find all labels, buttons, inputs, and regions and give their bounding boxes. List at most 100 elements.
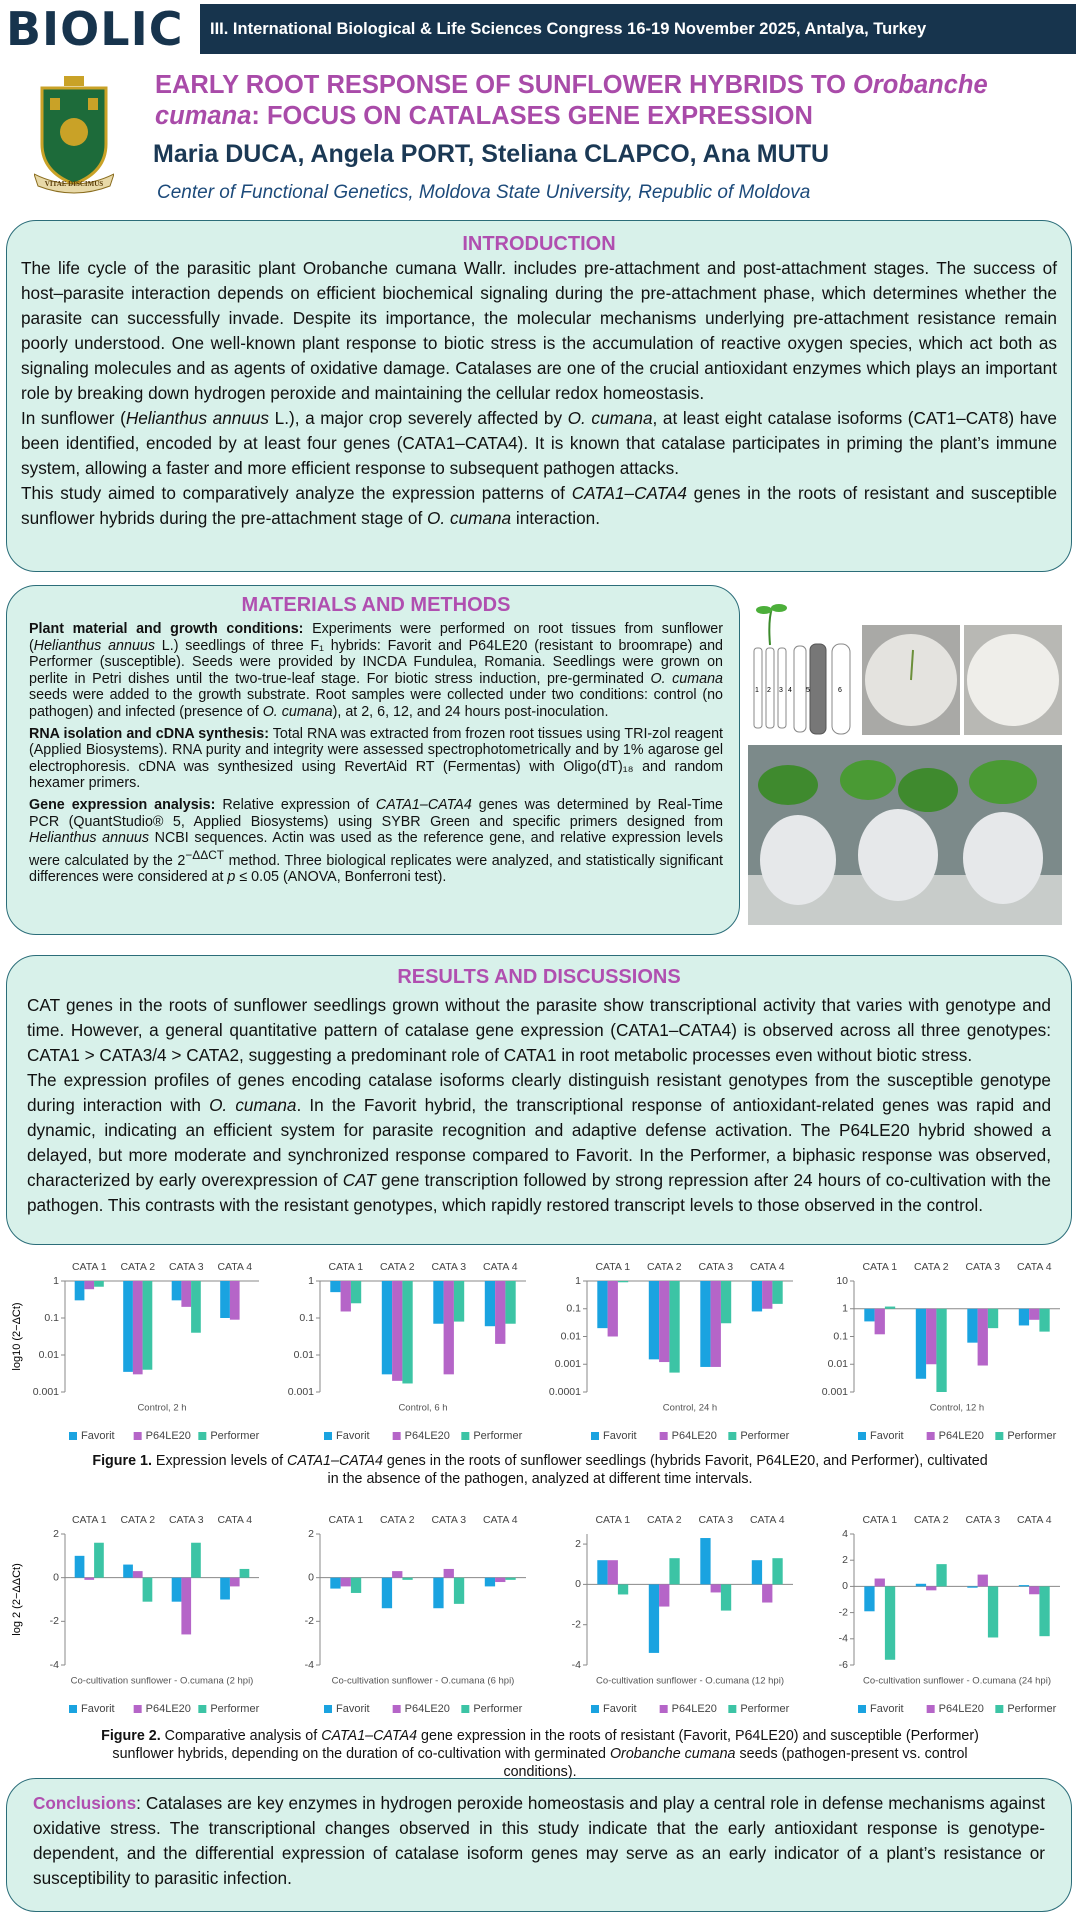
legend-swatch [324, 1432, 332, 1440]
bar [433, 1577, 444, 1609]
y-tick-label: -6 [839, 1659, 848, 1671]
legend-swatch [461, 1705, 470, 1713]
bar [94, 1281, 104, 1287]
y-tick-label: -2 [305, 1615, 314, 1627]
chart: log10 (2−ΔCt) 1 0.1 0.01 0.001 CATA 1 CATA 2 CA… [5, 1255, 267, 1450]
chart: 2 0 -2 -4 CATA 1 CATA 2 CATA 3 CATA 4 Favorit P64… [272, 1508, 534, 1723]
legend-label: Favorit [81, 1703, 115, 1715]
paragraph: RNA isolation and cDNA synthesis: Total … [29, 726, 723, 792]
plant-foliage [969, 760, 1037, 804]
photo-label: 3 [779, 687, 783, 694]
italic-text: CAT [342, 1170, 376, 1190]
paragraph: In sunflower (Helianthus annuus L.), a m… [21, 406, 1057, 481]
category-label: CATA 1 [862, 1514, 897, 1526]
y-tick-label: 0.01 [828, 1358, 849, 1370]
legend-swatch [133, 1705, 142, 1713]
bar [700, 1281, 711, 1367]
y-tick-label: 1 [575, 1275, 581, 1287]
bar [864, 1586, 875, 1612]
bar [123, 1281, 133, 1372]
crest-emblem [60, 118, 88, 146]
y-tick-label: 2 [575, 1538, 581, 1550]
y-tick-label: 0 [842, 1580, 848, 1592]
bar [926, 1586, 937, 1591]
bar [700, 1538, 711, 1585]
bar [84, 1281, 95, 1290]
bar [1018, 1308, 1030, 1326]
category-label: CATA 3 [431, 1261, 466, 1273]
crest-ribbon [34, 173, 114, 194]
bar [617, 1281, 629, 1283]
chart-svg: 1 0.1 0.01 0.001 CATA 1 CATA 2 CATA 3 CATA 4 Fav… [288, 1261, 526, 1442]
chart-svg: 10 1 0.1 0.01 0.001 CATA 1 CATA 2 CATA 3 CATA 4 F… [822, 1261, 1060, 1442]
bar [330, 1577, 341, 1589]
italic-text: O. cumana [567, 408, 653, 428]
text-run: Total RNA was extracted from frozen root… [29, 725, 724, 792]
y-tick-label: 0.01 [39, 1349, 60, 1361]
y-tick-label: 0.1 [44, 1312, 59, 1324]
tube [753, 647, 763, 729]
category-label: CATA 2 [120, 1514, 155, 1526]
legend-label: Favorit [336, 1703, 370, 1715]
y-tick-label: 1 [842, 1303, 848, 1315]
legend-label: P64LE20 [672, 1703, 717, 1715]
y-tick-label: 0.0001 [549, 1386, 581, 1398]
bar [884, 1306, 896, 1309]
bar [617, 1584, 629, 1595]
chart-svg: log 2 (2−ΔΔCt) 2 0 -2 -4 CATA 1 CATA 2 CATA 3 CA… [11, 1514, 260, 1715]
chart-svg: log10 (2−ΔCt) 1 0.1 0.01 0.001 CATA 1 CATA 2 CA… [11, 1261, 260, 1442]
text-run: This study aimed to comparatively analyz… [21, 483, 572, 503]
bar [142, 1577, 153, 1602]
section-heading: INTRODUCTION [462, 233, 616, 255]
y-tick-label: 1 [53, 1275, 59, 1287]
conclusions-box: Conclusions: Catalases are key enzymes i… [6, 1778, 1072, 1912]
bar [967, 1308, 978, 1343]
text-run: Experiments were performed on root tissu… [29, 621, 723, 654]
legend-label: P64LE20 [405, 1430, 450, 1442]
bar [915, 1308, 927, 1379]
seedling [910, 649, 914, 681]
crest-book [88, 98, 98, 110]
bar [505, 1577, 516, 1580]
y-axis-label: log10 (2−ΔCt) [11, 1302, 23, 1370]
bar [74, 1555, 85, 1578]
bar [74, 1281, 85, 1301]
category-label: CATA 4 [1017, 1514, 1052, 1526]
bar [1029, 1586, 1040, 1595]
introduction-box: INTRODUCTION The life cycle of the paras… [6, 220, 1072, 572]
bar [181, 1281, 192, 1307]
y-tick-label: 2 [842, 1554, 848, 1566]
category-label: CATA 1 [862, 1261, 897, 1273]
chart: log 2 (2−ΔΔCt) 2 0 -2 -4 CATA 1 CATA 2 CATA 3 CA… [5, 1508, 267, 1723]
bar [710, 1584, 721, 1593]
category-label: CATA 3 [169, 1261, 204, 1273]
bar [443, 1281, 454, 1375]
italic-text: CATA1–CATA4 [375, 796, 472, 813]
petri-dish [760, 815, 836, 905]
legend-swatch [591, 1432, 599, 1440]
category-label: CATA 2 [914, 1514, 949, 1526]
bold-text: RNA isolation and cDNA synthesis: [29, 725, 269, 742]
photo-label: 1 [755, 687, 759, 694]
text-run: gene transcription followed by strong re… [27, 1170, 1051, 1215]
legend-swatch [858, 1705, 866, 1713]
legend-swatch [324, 1705, 332, 1713]
text-run: genes in the roots of sunflower seedling… [327, 1453, 988, 1487]
legend-label: Performer [210, 1703, 259, 1715]
bar [710, 1281, 721, 1367]
bar [987, 1586, 999, 1638]
bar [402, 1577, 413, 1580]
x-axis-label: Co-cultivation sunflower - O.cumana (12 … [596, 1676, 784, 1687]
legend-label: P64LE20 [672, 1430, 717, 1442]
bar [340, 1281, 351, 1312]
bar [123, 1564, 133, 1578]
bar [936, 1308, 947, 1392]
bar [132, 1571, 143, 1578]
plant-foliage [840, 760, 896, 800]
bar [597, 1560, 608, 1585]
bar [1039, 1586, 1050, 1637]
italic-text: Helianthus annuus [29, 830, 150, 847]
bar [171, 1577, 182, 1602]
bar [659, 1584, 670, 1607]
legend-swatch [858, 1432, 866, 1440]
